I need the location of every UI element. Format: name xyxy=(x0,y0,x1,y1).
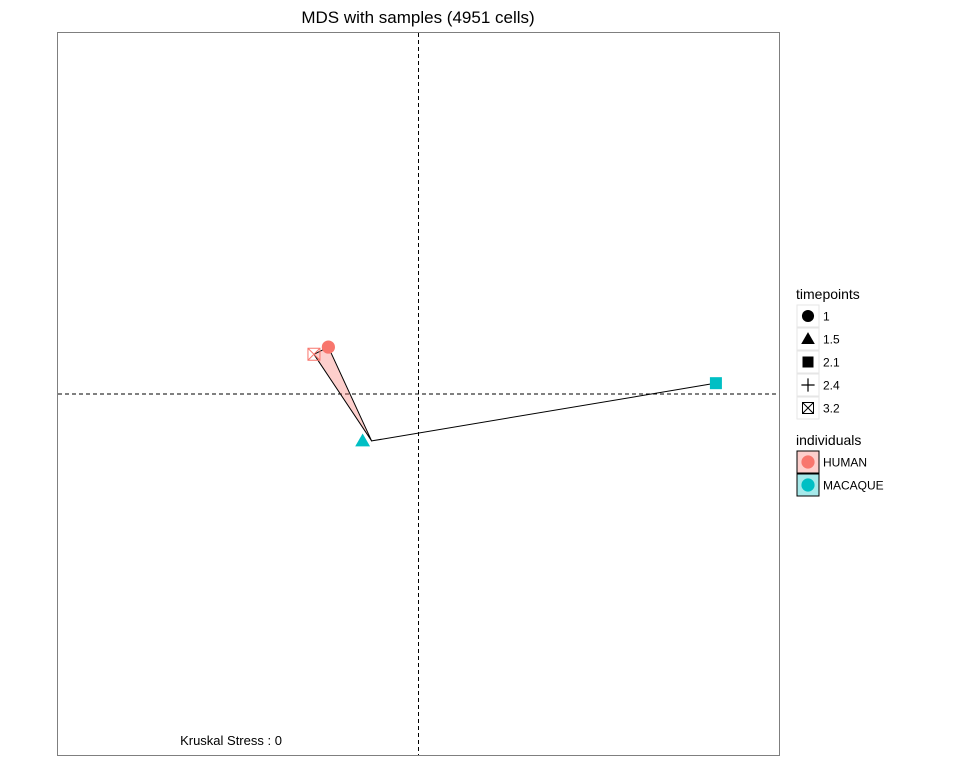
point-human-1 xyxy=(321,340,335,354)
point-macaque-1_5 xyxy=(355,433,371,447)
legend-symbol-1_5 xyxy=(801,332,815,344)
legend-label-macaque: MACAQUE xyxy=(823,479,884,493)
legend-symbol-macaque xyxy=(801,478,815,492)
legend-label-2_1: 2.1 xyxy=(823,356,840,370)
points-layer xyxy=(307,340,722,447)
legend-symbol-2_1 xyxy=(802,356,814,368)
legend-label-1_5: 1.5 xyxy=(823,333,840,347)
legend-label-human: HUMAN xyxy=(823,456,867,470)
hull-human xyxy=(313,346,373,442)
legend-label-2_4: 2.4 xyxy=(823,379,840,393)
legend-label-1: 1 xyxy=(823,310,830,324)
legend-title-timepoints: timepoints xyxy=(796,286,860,302)
point-macaque-2_1 xyxy=(709,377,722,390)
legend-symbol-2_4 xyxy=(801,378,815,392)
legend-label-3_2: 3.2 xyxy=(823,402,840,416)
hull-macaque xyxy=(371,382,717,442)
kruskal-stress-annotation: Kruskal Stress : 0 xyxy=(180,733,282,748)
plot-panel-border xyxy=(57,32,780,756)
legend-symbol-human xyxy=(801,455,815,469)
legend-area: timepoints 1 1.5 2.1 2.4 3.2 individuals HUMAN M… xyxy=(796,286,884,497)
legend-symbol-3_2 xyxy=(802,402,814,414)
legend-title-individuals: individuals xyxy=(796,432,861,448)
point-human-3_2 xyxy=(307,347,321,361)
chart-title: MDS with samples (4951 cells) xyxy=(301,8,534,27)
legend-symbol-1 xyxy=(801,309,815,323)
